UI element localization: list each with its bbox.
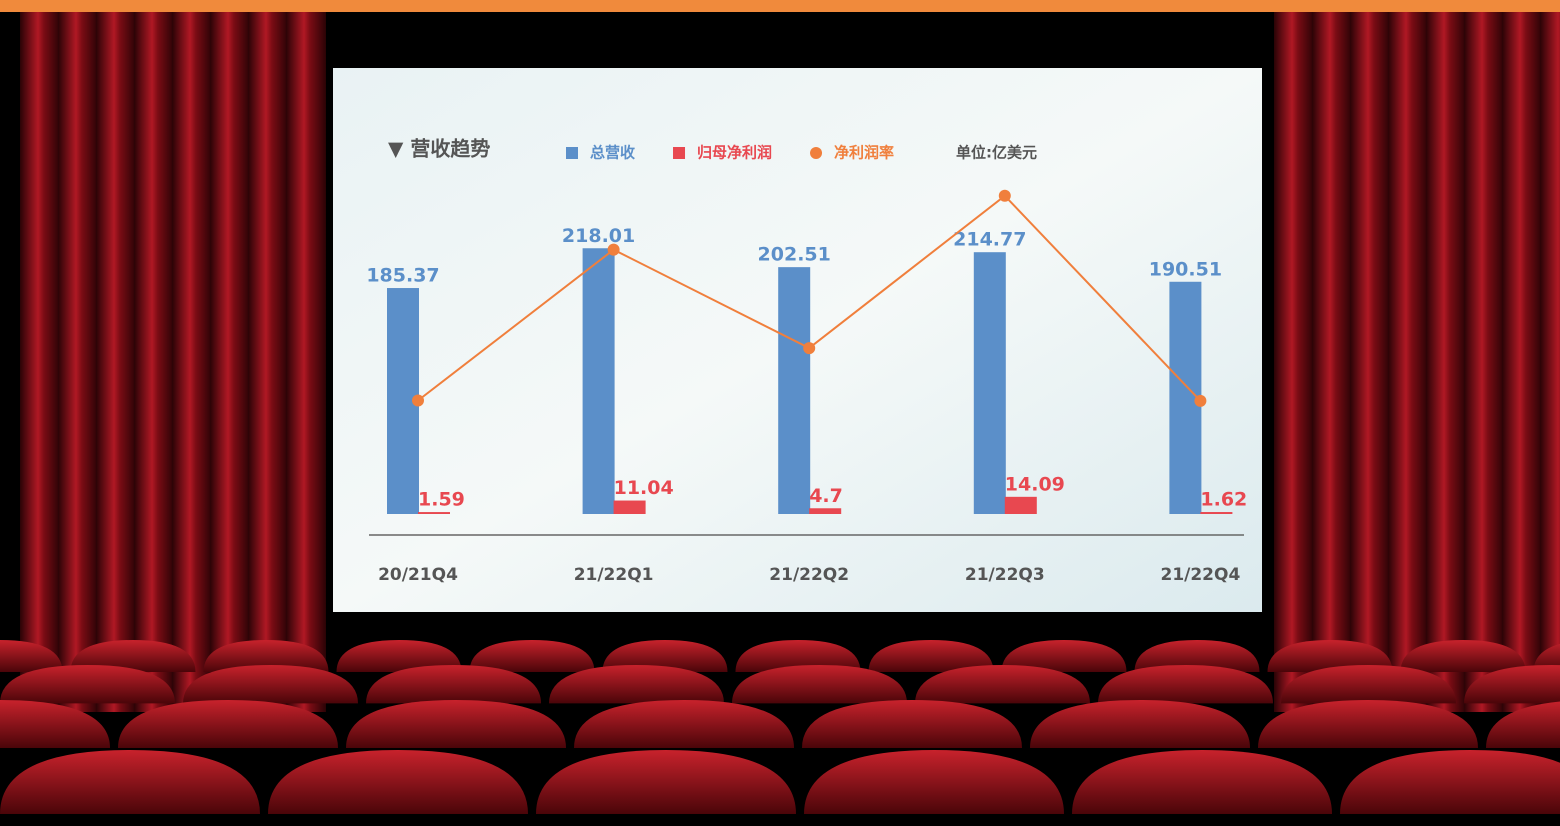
- bar: [614, 501, 646, 514]
- legend-marker: [673, 147, 685, 159]
- curtain-fold: [248, 12, 288, 712]
- curtain-fold: [1426, 12, 1466, 712]
- scene: ▼ 营收趋势 单位:亿美元 总营收 归母净利润 净利润率 20/21Q4 21/22Q1…: [0, 0, 1560, 826]
- x-tick-label: 21/22Q3: [965, 565, 1045, 585]
- value-label: 1.59: [418, 489, 465, 511]
- x-tick-label: 21/22Q1: [574, 565, 654, 585]
- bar: [778, 267, 810, 514]
- top-bar: [0, 0, 1560, 12]
- value-label: 190.51: [1149, 258, 1222, 280]
- curtain-fold: [286, 12, 326, 712]
- value-label: 1.62: [1200, 489, 1247, 511]
- value-label: 202.51: [758, 244, 831, 266]
- curtain-fold: [134, 12, 174, 712]
- value-label: 14.09: [1005, 473, 1065, 495]
- x-tick-label: 21/22Q2: [769, 565, 849, 585]
- x-tick-label: 20/21Q4: [378, 565, 458, 585]
- curtain-fold: [1312, 12, 1352, 712]
- curtain-fold: [1540, 12, 1560, 712]
- value-label: 11.04: [614, 477, 674, 499]
- legend-marker: [810, 147, 822, 159]
- legend-marker: [566, 147, 578, 159]
- curtain-fold: [1350, 12, 1390, 712]
- value-label: 214.77: [953, 229, 1026, 251]
- curtain-fold: [58, 12, 98, 712]
- bar: [418, 512, 450, 514]
- curtain-fold: [20, 12, 60, 712]
- bar: [583, 248, 615, 514]
- legend-label: 总营收: [590, 144, 635, 162]
- unit-label: 单位:亿美元: [956, 144, 1037, 162]
- point: [999, 190, 1011, 202]
- curtain-fold: [96, 12, 136, 712]
- value-label: 185.37: [366, 265, 439, 287]
- x-tick-label: 21/22Q4: [1160, 565, 1240, 585]
- value-label: 218.01: [562, 225, 635, 247]
- legend-label: 归母净利润: [697, 144, 772, 162]
- bar: [1200, 512, 1232, 514]
- bar: [1005, 497, 1037, 514]
- curtain-fold: [1388, 12, 1428, 712]
- bar: [974, 252, 1006, 514]
- chart-title: ▼ 营收趋势: [388, 137, 490, 161]
- value-label: 4.7: [809, 485, 843, 507]
- curtain-fold: [1274, 12, 1314, 712]
- point: [1194, 395, 1206, 407]
- point: [803, 342, 815, 354]
- curtain-fold: [172, 12, 212, 712]
- legend-label: 净利润率: [834, 144, 894, 162]
- curtain-fold: [210, 12, 250, 712]
- point: [412, 395, 424, 407]
- curtain-fold: [1502, 12, 1542, 712]
- bar: [809, 508, 841, 514]
- curtain-fold: [1464, 12, 1504, 712]
- point: [608, 244, 620, 256]
